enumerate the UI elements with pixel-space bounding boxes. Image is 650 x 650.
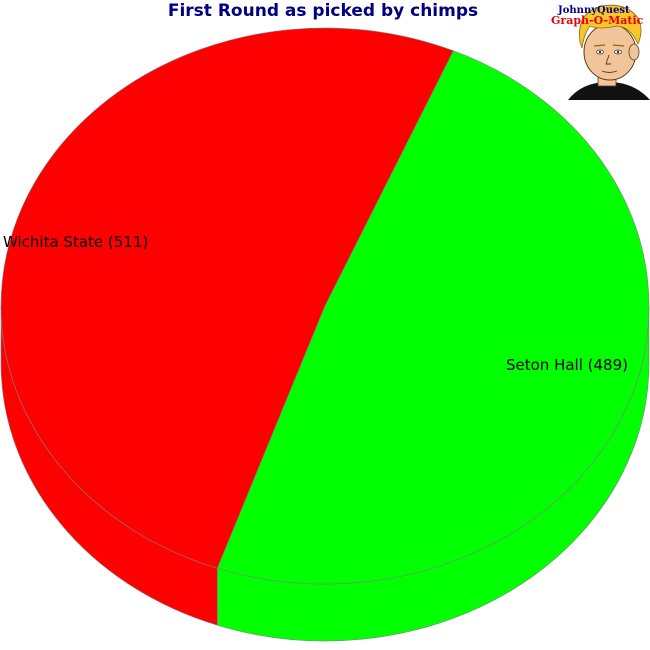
slice-label-seton-hall: Seton Hall (489): [506, 356, 628, 374]
logo-face: [583, 23, 637, 81]
logo-shirt: [568, 82, 650, 100]
logo-mouth: [601, 70, 618, 73]
pie-slice-seton-hall: [217, 50, 650, 585]
pie-slice-wichita-state: [0, 27, 454, 569]
logo-pupil-right: [616, 50, 620, 54]
logo-ear: [628, 43, 640, 61]
graph-o-matic-logo: JohnnyQuest Graph-O-Matic: [551, 4, 650, 100]
logo-text-graph-o-matic: Graph-O-Matic: [551, 14, 644, 27]
label-group: Wichita State (511) Seton Hall (489): [3, 233, 628, 374]
chart-title: First Round as picked by chimps: [168, 1, 478, 21]
logo-pupil-left: [598, 50, 602, 54]
logo-brow-right: [612, 44, 625, 47]
logo-nose: [605, 54, 611, 65]
pie-group: [0, 27, 650, 642]
logo-brow-left: [593, 44, 606, 47]
logo-hair: [579, 4, 642, 49]
logo-text-johnnyquest: JohnnyQuest: [557, 5, 630, 16]
slice-label-wichita-state: Wichita State (511): [3, 233, 148, 251]
